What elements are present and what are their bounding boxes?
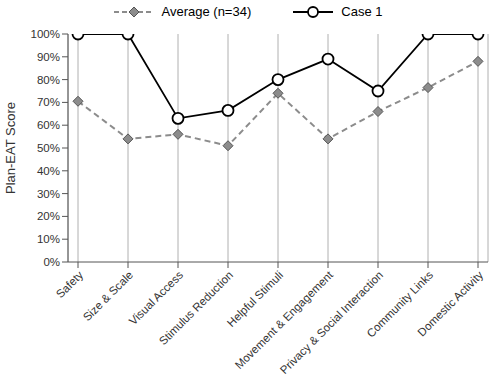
svg-text:Visual Access: Visual Access (126, 268, 186, 328)
svg-text:0%: 0% (43, 256, 60, 268)
svg-text:90%: 90% (37, 51, 60, 63)
svg-text:80%: 80% (37, 74, 60, 86)
svg-text:Size & Scale: Size & Scale (81, 269, 136, 324)
svg-text:60%: 60% (37, 119, 60, 131)
html-text:Case 1: Case 1 (341, 4, 383, 19)
svg-text:Domestic Activity: Domestic Activity (415, 269, 485, 339)
svg-text:50%: 50% (37, 142, 60, 154)
svg-text:100%: 100% (31, 28, 60, 40)
svg-text:30%: 30% (37, 188, 60, 200)
svg-text:70%: 70% (37, 96, 60, 108)
svg-text:Privacy & Social Interaction: Privacy & Social Interaction (278, 269, 385, 376)
svg-text:10%: 10% (37, 233, 60, 245)
svg-text:Helpful Stimuli: Helpful Stimuli (224, 268, 286, 330)
svg-text:20%: 20% (37, 210, 60, 222)
svg-text:Safety: Safety (54, 269, 86, 301)
svg-text:Movement & Engagement: Movement & Engagement (233, 268, 336, 371)
svg-text:Community Links: Community Links (364, 268, 436, 340)
html-text:Average (n=34): Average (n=34) (161, 4, 252, 19)
svg-text:40%: 40% (37, 165, 60, 177)
svg-text:Stimulus Reduction: Stimulus Reduction (157, 269, 236, 348)
svg-text:Plan-EAT Score: Plan-EAT Score (8, 102, 18, 194)
